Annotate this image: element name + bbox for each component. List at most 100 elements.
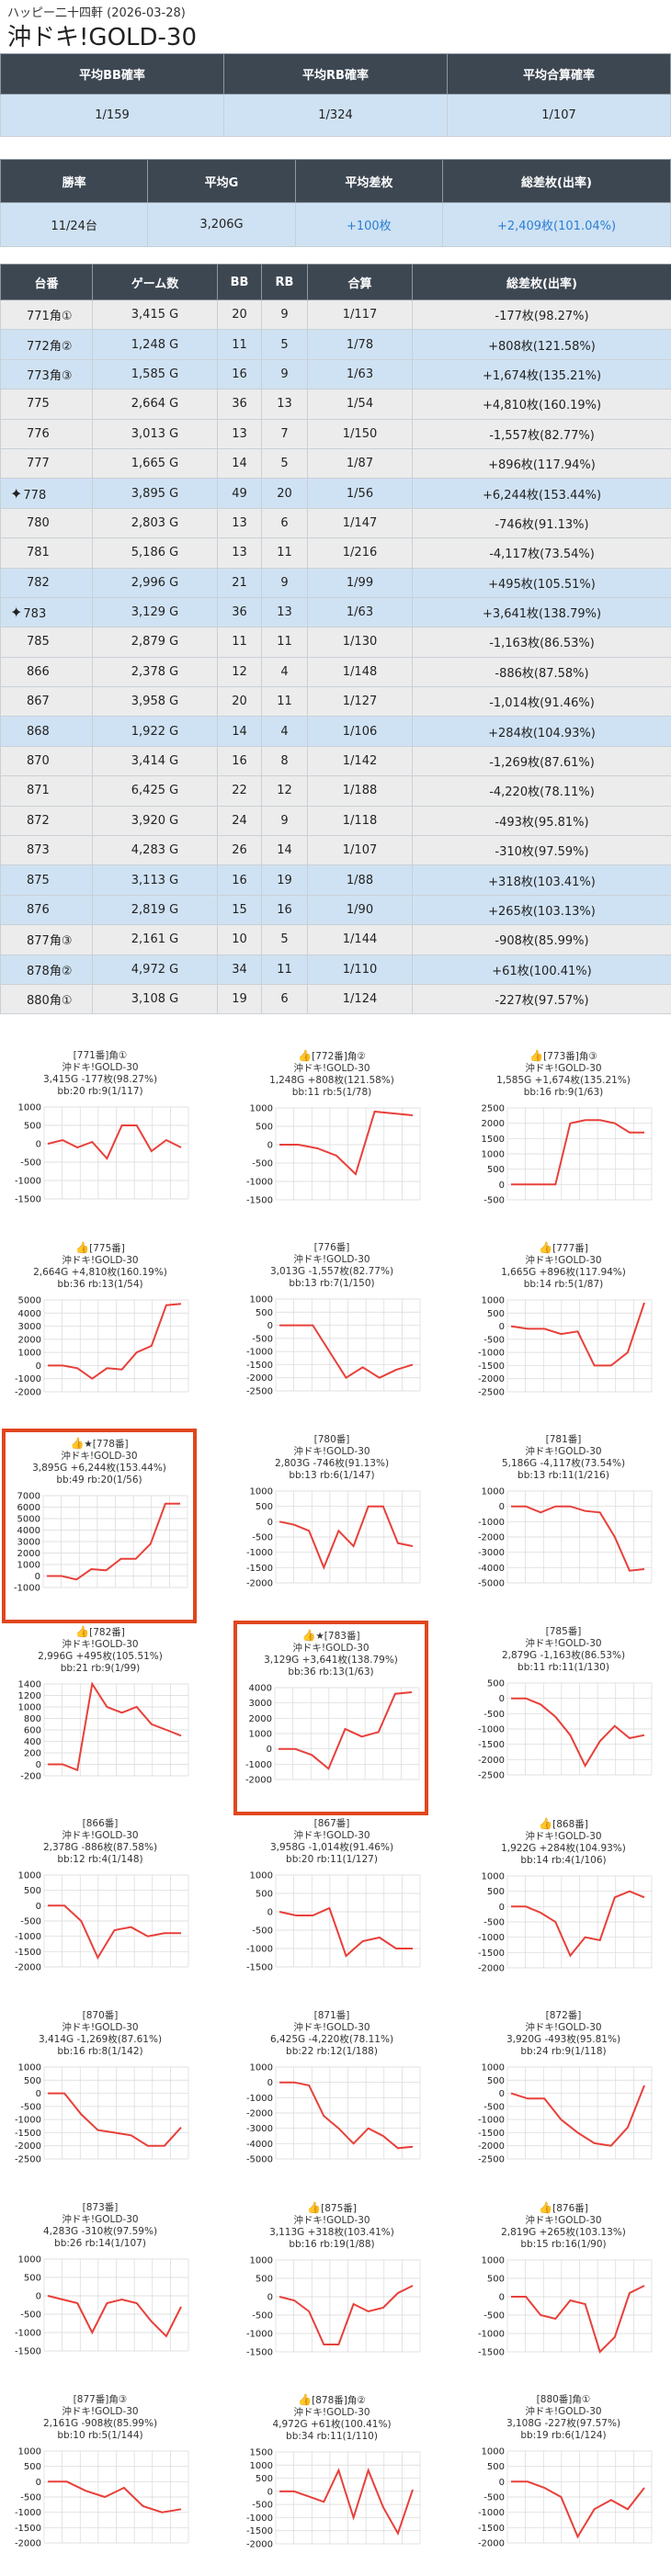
- graph-label-text: [878番]角②: [312, 2395, 366, 2406]
- cell-games: 1,665 G: [93, 448, 218, 478]
- cell-bb: 15: [218, 895, 262, 924]
- y-tick-label: 1500: [249, 2448, 272, 2458]
- cell-diff: -746枚(91.13%): [413, 508, 671, 537]
- graph-model: 沖ドキ!GOLD-30: [7, 2022, 193, 2034]
- cell-games: 5,186 G: [93, 538, 218, 568]
- y-tick-label: -1500: [14, 2129, 40, 2139]
- graph-probs: bb:14 rb:4(1/106): [471, 1855, 656, 1867]
- y-tick-label: 500: [255, 1502, 272, 1512]
- cell-total: 1/148: [308, 657, 413, 686]
- y-tick-label: -1000: [477, 1933, 504, 1943]
- thumbs-up-icon: 👍: [75, 1625, 89, 1638]
- y-tick-label: 1000: [249, 2063, 272, 2073]
- graph-model-text: 沖ドキ!GOLD-30: [62, 1062, 138, 1073]
- graph-probs: bb:21 rb:9(1/99): [7, 1663, 193, 1675]
- y-tick-label: -1000: [477, 1725, 504, 1735]
- graph-model: 沖ドキ!GOLD-30: [7, 1062, 193, 1074]
- y-tick-label: -1000: [245, 1348, 272, 1358]
- y-tick-label: -1500: [477, 1361, 504, 1372]
- y-tick-label: 0: [267, 2293, 272, 2303]
- y-tick-label: 500: [23, 1886, 40, 1896]
- y-tick-label: -1500: [245, 1196, 272, 1206]
- y-tick-label: -1000: [245, 1945, 272, 1955]
- y-tick-label: 500: [255, 1123, 272, 1133]
- header-avg-total: 平均合算確率: [448, 54, 671, 95]
- graph-label-text: [777番]: [552, 1243, 588, 1254]
- graph-probs: bb:11 rb:11(1/130): [471, 1662, 656, 1674]
- graph-probs: bb:13 rb:6(1/147): [239, 1470, 425, 1482]
- cell-games: 1,585 G: [93, 359, 218, 389]
- cell-rb: 11: [262, 538, 308, 568]
- graph-model-text: 沖ドキ!GOLD-30: [525, 1638, 601, 1649]
- graph-label: [873番]: [7, 2202, 193, 2214]
- y-tick-label: 1000: [17, 2255, 40, 2265]
- graph-label-text: [782番]: [89, 1627, 125, 1638]
- graph-stats-text: 2,996G +495枚(105.51%): [38, 1651, 163, 1662]
- slump-line: [511, 2481, 644, 2536]
- graph-label-text: [871番]: [314, 2010, 350, 2021]
- graph-label-text: [880番]角①: [537, 2394, 591, 2405]
- cell-games: 3,129 G: [93, 597, 218, 627]
- graph-stats: 1,665G +896枚(117.94%): [471, 1267, 656, 1279]
- cell-games: 2,378 G: [93, 657, 218, 686]
- cell-name: 772角②: [1, 330, 93, 359]
- y-tick-label: 500: [23, 2462, 40, 2472]
- cell-total: 1/117: [308, 300, 413, 330]
- graph-model-text: 沖ドキ!GOLD-30: [525, 1255, 601, 1266]
- y-tick-label: -500: [483, 1335, 505, 1345]
- graph-model-text: 沖ドキ!GOLD-30: [525, 1446, 601, 1457]
- graph-label-text: ★[783番]: [315, 1631, 359, 1642]
- machine-number: 870: [27, 754, 50, 768]
- header-avg-bb: 平均BB確率: [1, 54, 224, 95]
- y-tick-label: -1500: [477, 2129, 504, 2139]
- y-tick-label: 500: [255, 2275, 272, 2285]
- graph-stats: 1,585G +1,674枚(135.21%): [471, 1075, 656, 1087]
- y-tick-label: -500: [252, 2501, 273, 2511]
- cell-name: 875: [1, 865, 93, 895]
- y-tick-label: 1000: [481, 1487, 504, 1497]
- graph-model-text: 沖ドキ!GOLD-30: [62, 1830, 138, 1841]
- cell-diff: +6,244枚(153.44%): [413, 479, 671, 508]
- y-tick-label: 0: [498, 2478, 504, 2488]
- slump-line: [48, 2296, 181, 2336]
- cell-rb: 9: [262, 806, 308, 835]
- cell-bb: 26: [218, 836, 262, 865]
- cell-games: 3,013 G: [93, 419, 218, 448]
- y-tick-label: 1000: [249, 2461, 272, 2471]
- y-tick-label: -1500: [14, 1195, 40, 1205]
- y-tick-label: -2000: [477, 1374, 504, 1384]
- sparkle-icon: ✦: [10, 485, 22, 503]
- y-tick-label: 500: [486, 2462, 504, 2472]
- cell-bb: 16: [218, 746, 262, 775]
- y-tick-label: 600: [23, 1726, 40, 1736]
- machine-number: 778: [23, 489, 46, 503]
